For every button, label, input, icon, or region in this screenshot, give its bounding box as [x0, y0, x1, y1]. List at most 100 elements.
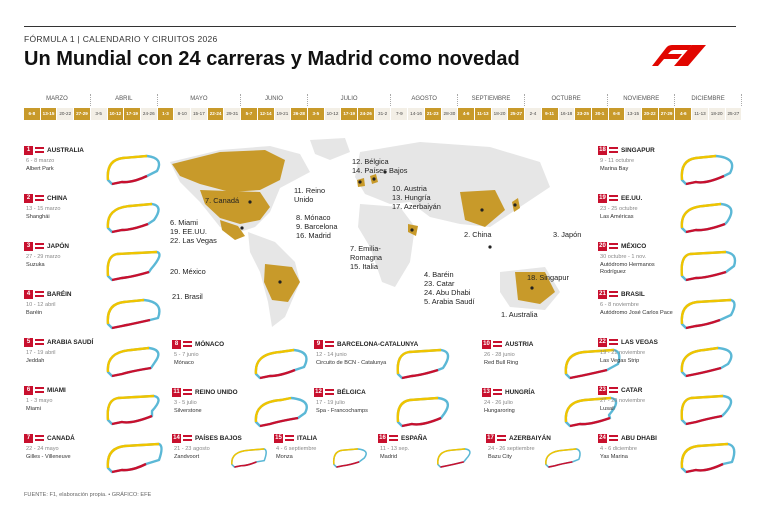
calendar-race-week: 17-19 — [124, 108, 141, 120]
race-venue: Zandvoort — [174, 454, 200, 460]
calendar-month: ABRIL — [91, 94, 158, 106]
flag-icon — [35, 291, 44, 297]
map-label-europa-oeste: 8. Mónaco 9. Barcelona 16. Madrid — [296, 213, 338, 240]
calendar-race-week: 9-11 — [541, 108, 559, 120]
calendar-week: 18-20 — [708, 108, 726, 120]
race-date: 13 - 15 marzo — [26, 206, 61, 212]
map-label-canada: 7. Canadá — [205, 196, 240, 205]
circuit-track-icon — [564, 396, 618, 428]
race-card: 23 CATAR 27 - 29 noviembre Lusail — [598, 386, 746, 434]
circuit-track-icon — [396, 348, 450, 380]
race-card: 2 CHINA 13 - 15 marzo Shanghái — [24, 194, 172, 242]
race-dots — [240, 170, 534, 290]
race-card: 18 SINGAPUR 9 - 11 octubre Marina Bay — [598, 146, 746, 194]
calendar-race-week: 5-7 — [241, 108, 258, 120]
race-number: 9 — [314, 340, 323, 349]
calendar-week: 19-21 — [274, 108, 292, 120]
calendar-month: MARZO — [24, 94, 91, 106]
flag-icon — [183, 389, 192, 395]
race-card: 24 ABU DHABI 4 - 6 diciembre Yas Marina — [598, 434, 746, 482]
race-card: 17 AZERBAIYÁN 24 - 26 septiembre Bazu Ci… — [486, 434, 588, 482]
race-name: LAS VEGAS — [621, 339, 658, 346]
race-venue: Jeddah — [26, 358, 45, 364]
race-card: 16 ESPAÑA 11 - 13 sep. Madrid — [378, 434, 480, 482]
map-label-europa-central: 10. Austria 13. Hungría 17. Azerbaiyán — [392, 184, 441, 211]
race-venue: Silverstone — [174, 408, 202, 414]
race-venue: Las Vegas Strip — [600, 358, 640, 364]
race-date: 27 - 29 marzo — [26, 254, 61, 260]
race-number: 5 — [24, 338, 33, 347]
race-number: 17 — [486, 434, 495, 443]
race-name: BRASIL — [621, 291, 645, 298]
race-number: 19 — [598, 194, 607, 203]
race-date: 4 - 6 diciembre — [600, 446, 637, 452]
race-number: 3 — [24, 242, 33, 251]
race-card: 5 ARABIA SAUDÍ 17 - 19 abril Jeddah — [24, 338, 172, 386]
calendar-months: MARZO ABRIL MAYO JUNIO JULIO AGOSTO SEPTIEMBRE… — [24, 94, 742, 106]
calendar-race-week: 23-25 — [575, 108, 592, 120]
flag-icon — [493, 389, 502, 395]
race-card: 21 BRASIL 6 - 8 noviembre Autódromo José… — [598, 290, 746, 338]
map-label-china: 2. China — [464, 230, 492, 239]
race-date: 3 - 5 julio — [174, 400, 197, 406]
canada-shape — [172, 150, 285, 192]
race-date: 6 - 8 marzo — [26, 158, 55, 164]
race-venue: Gilles - Villeneuve — [26, 454, 71, 460]
race-number: 24 — [598, 434, 607, 443]
race-date: 17 - 19 abril — [26, 350, 56, 356]
race-date: 21 - 23 agosto — [174, 446, 210, 452]
race-name: ESPAÑA — [401, 435, 428, 442]
circuit-track-icon — [437, 448, 471, 468]
race-number: 18 — [598, 146, 607, 155]
calendar-week: 8-10 — [174, 108, 192, 120]
calendar-week: 10-12 — [324, 108, 342, 120]
race-name: ITALIA — [297, 435, 318, 442]
race-name: AUSTRALIA — [47, 147, 84, 154]
race-venue: Yas Marina — [600, 454, 628, 460]
calendar-week: 18-20 — [491, 108, 509, 120]
race-card: 1 AUSTRALIA 6 - 8 marzo Albert Park — [24, 146, 172, 194]
world-map — [170, 138, 560, 327]
calendar-race-week: 24-26 — [358, 108, 375, 120]
circuit-track-icon — [680, 394, 733, 426]
map-label-mexico: 20. México — [170, 267, 206, 276]
race-date: 6 - 8 noviembre — [600, 302, 639, 308]
map-label-belgica: 12. Bélgica 14. Países Bajos — [352, 157, 408, 175]
calendar-week: 7-9 — [391, 108, 409, 120]
calendar-race-week: 27-29 — [658, 108, 676, 120]
race-number: 12 — [314, 388, 323, 397]
flag-icon — [35, 147, 44, 153]
race-card: 8 MÓNACO 5 - 7 junio Mónaco — [172, 340, 320, 388]
calendar-month: JUNIO — [241, 94, 308, 106]
flag-icon — [389, 435, 398, 441]
circuit-track-icon — [231, 448, 267, 468]
race-number: 7 — [24, 434, 33, 443]
race-venue: Hungaroring — [484, 408, 515, 414]
calendar-week: 3-5 — [90, 108, 108, 120]
calendar-race-week: 4-6 — [458, 108, 475, 120]
calendar-month: OCTUBRE — [525, 94, 609, 106]
race-number: 11 — [172, 388, 181, 397]
circuit-track-icon — [680, 346, 733, 378]
race-date: 17 - 19 julio — [316, 400, 345, 406]
circuit-track-icon — [106, 346, 160, 378]
circuit-track-icon — [680, 442, 736, 474]
race-venue: Las Américas — [600, 214, 634, 220]
top-rule — [24, 26, 736, 27]
calendar-month: MAYO — [158, 94, 242, 106]
calendar-race-week: 20-22 — [642, 108, 659, 120]
calendar-week: 15-17 — [191, 108, 208, 120]
race-name: CHINA — [47, 195, 68, 202]
race-date: 12 - 14 junio — [316, 352, 347, 358]
race-venue: Madrid — [380, 454, 398, 460]
race-number: 21 — [598, 290, 607, 299]
race-card: 3 JAPÓN 27 - 29 marzo Suzuka — [24, 242, 172, 290]
flag-icon — [325, 389, 334, 395]
race-venue: Baréin — [26, 310, 43, 316]
calendar-week: 25-27 — [725, 108, 743, 120]
calendar-week: 2-4 — [525, 108, 542, 120]
circuit-track-icon — [106, 442, 163, 474]
race-venue: Bazu City — [488, 454, 512, 460]
race-card: 10 AUSTRIA 26 - 28 junio Red Bull Ring — [482, 340, 630, 388]
race-card: 4 BARÉIN 10 - 12 abril Baréin — [24, 290, 172, 338]
